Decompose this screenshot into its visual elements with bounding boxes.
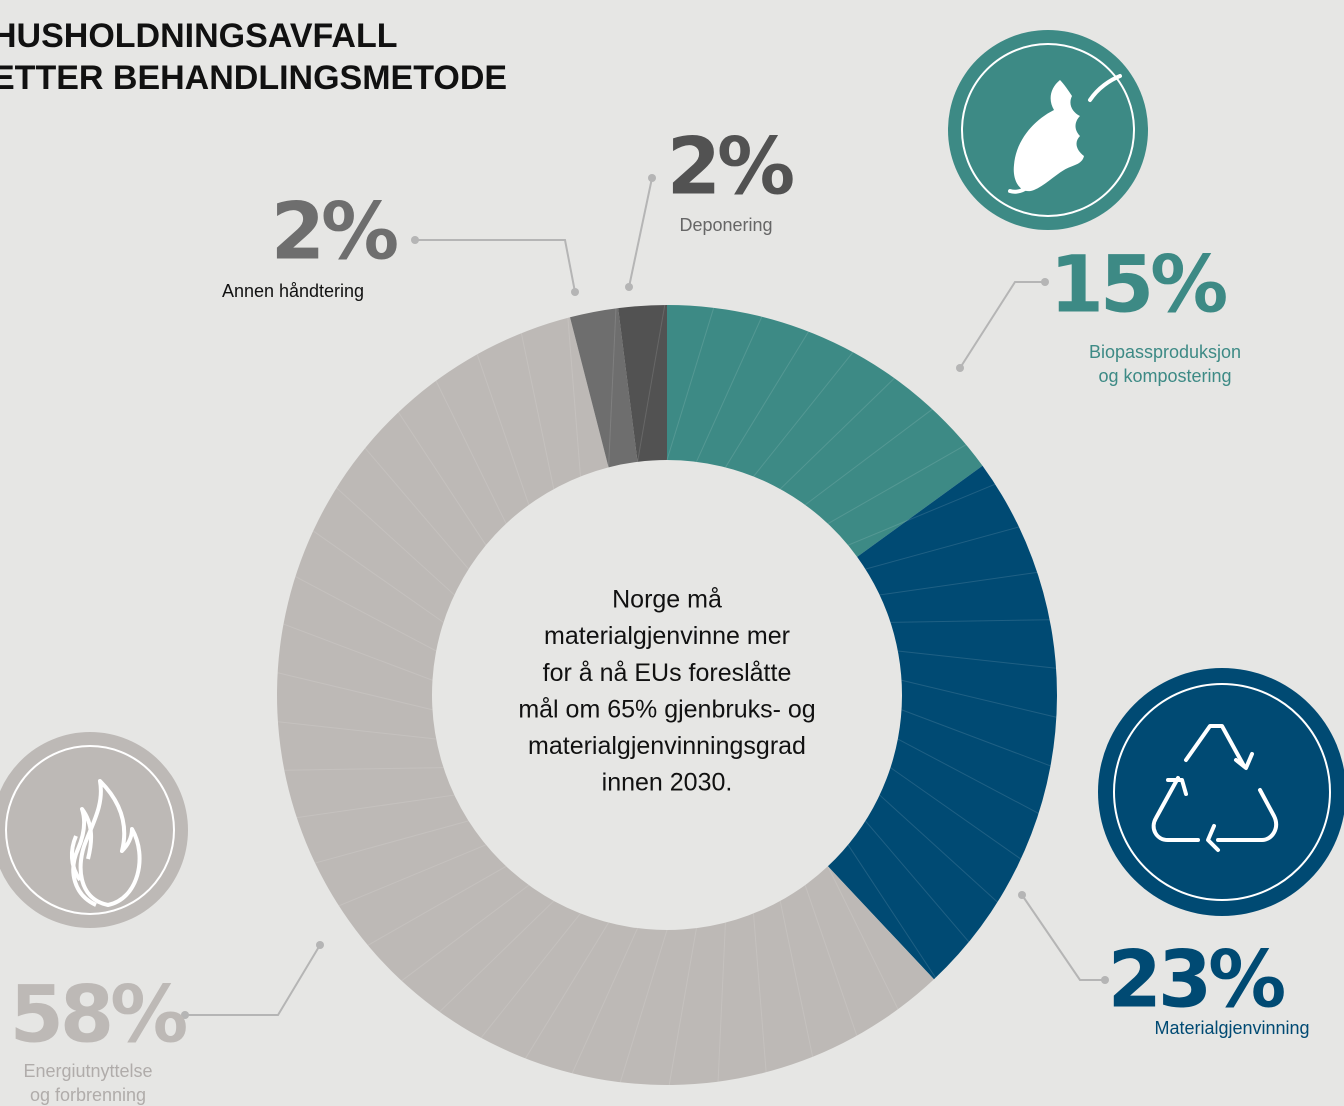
leader-line xyxy=(959,281,1045,369)
stripe xyxy=(879,794,998,903)
leader-dot xyxy=(956,364,964,372)
stripe xyxy=(847,844,936,979)
stripe xyxy=(520,333,555,490)
stripe xyxy=(865,820,970,943)
leader-dot xyxy=(571,288,579,296)
center-text: materialgjenvinningsgrad xyxy=(528,732,806,760)
title-line: ETTER BEHANDLINGSMETODE xyxy=(0,59,507,97)
category-label: Deponering xyxy=(679,215,772,235)
stripe xyxy=(367,865,507,946)
leader-dot xyxy=(648,174,656,182)
donut-segment xyxy=(667,305,983,557)
stripe xyxy=(608,308,617,468)
title-line: HUSHOLDNINGSAVFALL xyxy=(0,17,397,55)
stripe xyxy=(753,913,767,1073)
category-label: og kompostering xyxy=(1098,366,1231,386)
stripe xyxy=(897,650,1057,669)
category-label: Energiutnyttelse xyxy=(23,1061,152,1081)
stripe xyxy=(401,884,530,982)
stripe xyxy=(314,820,469,864)
stripe xyxy=(619,929,668,1083)
leader-line xyxy=(415,239,576,293)
compost-icon xyxy=(948,30,1148,230)
stripe xyxy=(283,623,433,681)
stripe xyxy=(637,304,666,462)
stripe xyxy=(804,884,858,1036)
stripe xyxy=(525,922,609,1059)
category-label: og forbrenning xyxy=(30,1085,146,1105)
stripe xyxy=(779,900,814,1057)
recycle-icon xyxy=(1098,668,1344,916)
stripe xyxy=(476,354,530,506)
stripe xyxy=(364,447,469,570)
donut-segment xyxy=(276,317,934,1085)
center-text: innen 2030. xyxy=(602,769,733,797)
leader-dot xyxy=(411,236,419,244)
fire-icon xyxy=(0,732,188,928)
donut xyxy=(276,304,1057,1086)
stripe xyxy=(901,709,1051,767)
stripe xyxy=(571,927,639,1074)
stripe xyxy=(890,619,1050,623)
stripe xyxy=(336,487,455,596)
stripe xyxy=(296,794,455,819)
leader-dot xyxy=(181,1011,189,1019)
stripe xyxy=(668,928,697,1086)
stripe xyxy=(753,351,854,477)
leader-line xyxy=(628,177,653,288)
leader-dot xyxy=(1101,976,1109,984)
category-label: Biopassproduksjon xyxy=(1089,342,1241,362)
stripe xyxy=(312,530,444,623)
category-label: Materialgjenvinning xyxy=(1154,1018,1309,1038)
stripe xyxy=(890,767,1022,860)
center-text: Norge må xyxy=(612,586,722,614)
stripe xyxy=(480,913,581,1039)
center-text: mål om 65% gjenbruks- og xyxy=(518,695,815,723)
value-label: 2% xyxy=(667,122,793,212)
stripe xyxy=(695,316,763,463)
stripe xyxy=(901,679,1057,718)
stripe xyxy=(435,380,507,524)
stripe xyxy=(717,922,726,1082)
stripe xyxy=(725,331,809,468)
leader-line xyxy=(1021,894,1105,981)
stripe xyxy=(804,408,933,506)
stripe xyxy=(277,672,433,711)
stripe xyxy=(439,900,555,1013)
stripe xyxy=(779,377,895,490)
stripe xyxy=(338,844,487,907)
stripe xyxy=(666,307,715,461)
stripe xyxy=(295,576,437,652)
stripe xyxy=(879,571,1038,596)
leader-dot xyxy=(1018,891,1026,899)
value-label: 2% xyxy=(271,187,397,277)
stripe xyxy=(897,738,1039,814)
stripe xyxy=(827,866,899,1010)
value-label: 58% xyxy=(10,970,187,1060)
donut-segment xyxy=(618,305,667,462)
donut-segment xyxy=(827,465,1057,980)
leader-line xyxy=(185,944,321,1016)
stripe xyxy=(398,411,487,546)
leader-dot xyxy=(316,941,324,949)
category-label: Annen håndtering xyxy=(222,281,364,301)
leader-dot xyxy=(625,283,633,291)
center-text: materialgjenvinne mer xyxy=(544,622,790,650)
center-text: for å nå EUs foreslåtte xyxy=(543,659,792,687)
stripe xyxy=(284,767,444,771)
stripe xyxy=(277,721,437,740)
stripe xyxy=(865,526,1020,570)
stripe xyxy=(827,444,967,525)
value-label: 23% xyxy=(1108,935,1285,1025)
leader-dot xyxy=(1041,278,1049,286)
donut-segment xyxy=(570,308,638,468)
value-label: 15% xyxy=(1050,240,1227,330)
stripe xyxy=(567,317,581,477)
stripe xyxy=(847,483,996,546)
